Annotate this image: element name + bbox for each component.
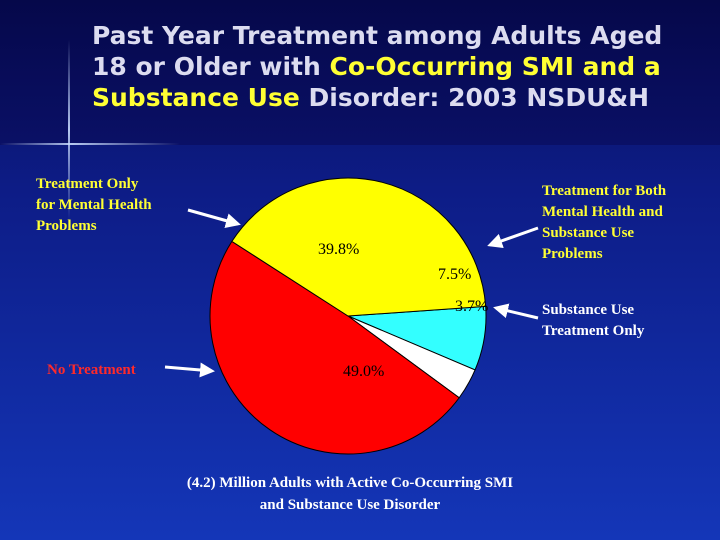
title-line-1: Past Year Treatment among Adults Aged [92,21,663,50]
light-flare-horizontal [0,143,180,145]
light-flare-vertical [68,40,70,220]
callout-arrows [164,208,539,378]
value-label-none: 49.0% [343,363,384,380]
value-label-mental-health: 39.8% [318,241,359,258]
value-label-substance: 3.7% [455,298,488,315]
arrow-both [487,226,539,249]
pie-value-labels: 7.5% 3.7% 49.0% 39.8% [318,241,488,380]
arrow-substance [493,303,539,320]
pie-slices [209,177,487,455]
arrow-mental-health [187,208,241,228]
arrow-no-treatment [164,362,215,378]
label-substance-use-only: Substance Use Treatment Only [542,302,645,339]
label-mental-health-only: Treatment Only for Mental Health Problem… [36,176,152,234]
label-no-treatment: No Treatment [47,362,136,378]
title-line-2: 18 or Older with Co-Occurring SMI and a [92,52,661,81]
title-band [0,0,720,145]
chart-caption: (4.2) Million Adults with Active Co-Occu… [186,475,514,513]
pie-slice-mental-health [231,177,487,317]
slide-title: Past Year Treatment among Adults Aged 18… [92,20,702,113]
label-both-treatment: Treatment for Both Mental Health and Sub… [542,183,667,262]
title-line-3: Substance Use Disorder: 2003 NSDU&H [92,83,650,112]
value-label-both: 7.5% [438,266,471,283]
pie-slice-none [209,240,460,455]
